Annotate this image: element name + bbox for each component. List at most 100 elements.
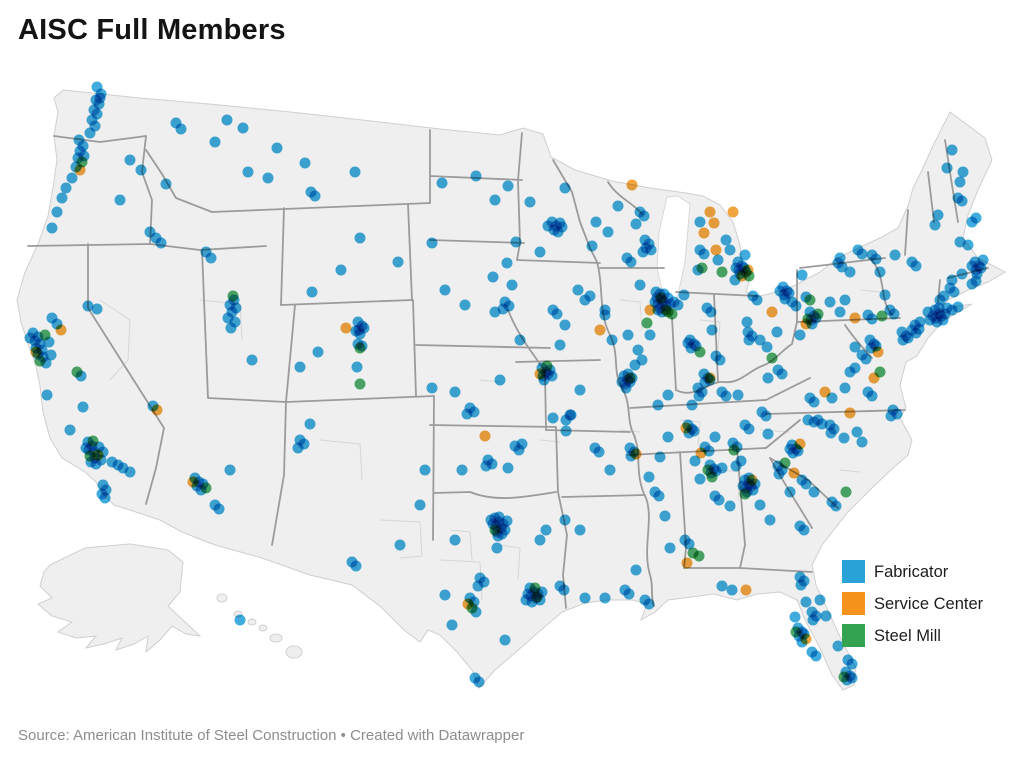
member-dot-fabricator[interactable] [593,446,605,458]
member-dot-fabricator[interactable] [80,442,92,454]
member-dot-service-center[interactable] [630,448,642,460]
member-dot-fabricator[interactable] [637,246,649,258]
member-dot-fabricator[interactable] [599,592,611,604]
member-dot-fabricator[interactable] [606,334,618,346]
member-dot-fabricator[interactable] [839,294,851,306]
member-dot-fabricator[interactable] [224,464,236,476]
member-dot-fabricator[interactable] [636,354,648,366]
member-dot-fabricator[interactable] [971,268,983,280]
member-dot-steel-mill[interactable] [702,464,714,476]
member-dot-fabricator[interactable] [489,306,501,318]
member-dot-fabricator[interactable] [934,294,946,306]
member-dot-fabricator[interactable] [743,423,755,435]
member-dot-fabricator[interactable] [534,246,546,258]
member-dot-steel-mill[interactable] [696,262,708,274]
member-dot-fabricator[interactable] [761,341,773,353]
member-dot-fabricator[interactable] [946,144,958,156]
member-dot-fabricator[interactable] [762,372,774,384]
member-dot-fabricator[interactable] [426,382,438,394]
member-dot-fabricator[interactable] [662,431,674,443]
member-dot-fabricator[interactable] [392,256,404,268]
member-dot-fabricator[interactable] [271,142,283,154]
member-dot-fabricator[interactable] [889,249,901,261]
member-dot-fabricator[interactable] [713,494,725,506]
member-dot-fabricator[interactable] [664,542,676,554]
member-dot-fabricator[interactable] [795,579,807,591]
member-dot-fabricator[interactable] [798,524,810,536]
member-dot-fabricator[interactable] [790,300,802,312]
member-dot-fabricator[interactable] [304,418,316,430]
member-dot-fabricator[interactable] [846,658,858,670]
member-dot-fabricator[interactable] [836,261,848,273]
member-dot-fabricator[interactable] [556,221,568,233]
member-dot-fabricator[interactable] [351,361,363,373]
member-dot-fabricator[interactable] [492,530,504,542]
member-dot-fabricator[interactable] [659,510,671,522]
member-dot-fabricator[interactable] [470,170,482,182]
member-dot-fabricator[interactable] [155,237,167,249]
member-dot-service-center[interactable] [698,227,710,239]
member-dot-fabricator[interactable] [800,596,812,608]
member-dot-steel-mill[interactable] [200,482,212,494]
member-dot-steel-mill[interactable] [728,444,740,456]
member-dot-fabricator[interactable] [551,308,563,320]
member-dot-fabricator[interactable] [480,460,492,472]
member-dot-steel-mill[interactable] [354,342,366,354]
member-dot-fabricator[interactable] [866,313,878,325]
member-dot-fabricator[interactable] [225,322,237,334]
member-dot-fabricator[interactable] [643,598,655,610]
member-dot-fabricator[interactable] [814,594,826,606]
member-dot-fabricator[interactable] [662,389,674,401]
member-dot-service-center[interactable] [868,372,880,384]
member-dot-service-center[interactable] [594,324,606,336]
member-dot-fabricator[interactable] [879,289,891,301]
member-dot-fabricator[interactable] [706,324,718,336]
member-dot-fabricator[interactable] [888,308,900,320]
member-dot-fabricator[interactable] [622,329,634,341]
member-dot-fabricator[interactable] [698,248,710,260]
member-dot-fabricator[interactable] [694,216,706,228]
member-dot-steel-mill[interactable] [739,488,751,500]
member-dot-fabricator[interactable] [956,268,968,280]
member-dot-fabricator[interactable] [830,500,842,512]
member-dot-fabricator[interactable] [506,279,518,291]
member-dot-fabricator[interactable] [625,256,637,268]
member-dot-fabricator[interactable] [242,166,254,178]
member-dot-fabricator[interactable] [51,206,63,218]
member-dot-fabricator[interactable] [419,464,431,476]
member-dot-fabricator[interactable] [771,326,783,338]
member-dot-fabricator[interactable] [800,478,812,490]
member-dot-fabricator[interactable] [534,534,546,546]
member-dot-fabricator[interactable] [60,182,72,194]
member-dot-fabricator[interactable] [922,306,934,318]
member-dot-fabricator[interactable] [572,284,584,296]
member-dot-steel-mill[interactable] [541,360,553,372]
member-dot-service-center[interactable] [872,346,884,358]
member-dot-fabricator[interactable] [638,210,650,222]
member-dot-fabricator[interactable] [602,226,614,238]
member-dot-service-center[interactable] [800,318,812,330]
member-dot-fabricator[interactable] [24,332,36,344]
member-dot-steel-mill[interactable] [716,266,728,278]
member-dot-fabricator[interactable] [299,157,311,169]
member-dot-fabricator[interactable] [739,249,751,261]
member-dot-fabricator[interactable] [99,492,111,504]
member-dot-fabricator[interactable] [849,341,861,353]
member-dot-fabricator[interactable] [540,524,552,536]
member-dot-fabricator[interactable] [716,462,728,474]
member-dot-steel-mill[interactable] [812,308,824,320]
member-dot-fabricator[interactable] [514,334,526,346]
member-dot-fabricator[interactable] [720,234,732,246]
member-dot-fabricator[interactable] [630,218,642,230]
member-dot-fabricator[interactable] [45,349,57,361]
member-dot-fabricator[interactable] [294,361,306,373]
member-dot-fabricator[interactable] [838,432,850,444]
member-dot-fabricator[interactable] [436,177,448,189]
member-dot-fabricator[interactable] [262,172,274,184]
member-dot-fabricator[interactable] [213,503,225,515]
member-dot-fabricator[interactable] [946,274,958,286]
member-dot-fabricator[interactable] [414,499,426,511]
member-dot-fabricator[interactable] [839,382,851,394]
member-dot-steel-mill[interactable] [354,378,366,390]
member-dots-layer[interactable] [24,81,989,688]
